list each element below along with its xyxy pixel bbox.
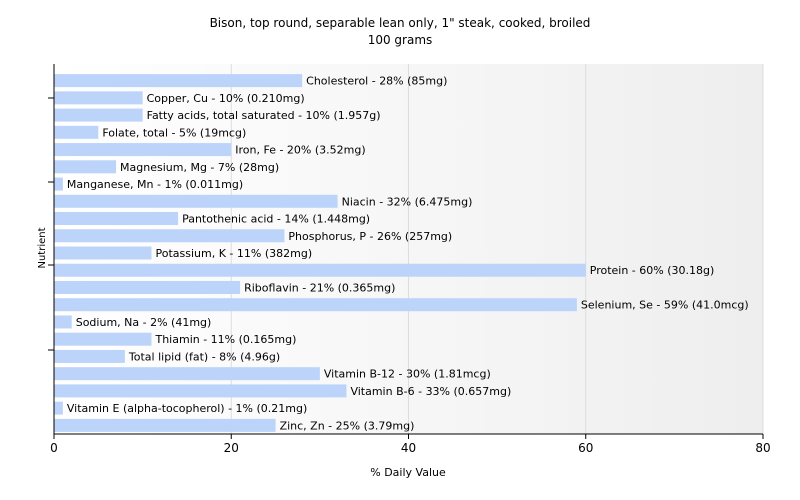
bar <box>54 263 586 277</box>
bar <box>54 160 117 174</box>
x-tick-label: 0 <box>50 441 58 455</box>
y-axis-label: Nutrient <box>37 227 48 268</box>
bar <box>54 332 152 346</box>
x-tick-label: 80 <box>755 441 770 455</box>
bar <box>54 401 63 415</box>
chart-subtitle: 100 grams <box>368 33 433 47</box>
bar <box>54 108 143 122</box>
bar <box>54 246 152 260</box>
bar-label: Thiamin - 11% (0.165mg) <box>154 333 296 346</box>
x-axis-label: % Daily Value <box>370 466 446 479</box>
bar <box>54 91 143 105</box>
bar-label: Selenium, Se - 59% (41.0mcg) <box>581 299 749 312</box>
bar <box>54 229 285 243</box>
bar-label: Phosphorus, P - 26% (257mg) <box>288 230 452 243</box>
bar-label: Copper, Cu - 10% (0.210mg) <box>147 92 305 105</box>
chart-title: Bison, top round, separable lean only, 1… <box>210 16 591 30</box>
bar-label: Total lipid (fat) - 8% (4.96g) <box>128 350 280 363</box>
bar-label: Folate, total - 5% (19mcg) <box>102 126 246 139</box>
bar-label: Fatty acids, total saturated - 10% (1.95… <box>147 109 381 122</box>
bar-label: Potassium, K - 11% (382mg) <box>155 247 312 260</box>
bar <box>54 74 303 88</box>
bar-label: Protein - 60% (30.18g) <box>590 264 715 277</box>
bar <box>54 418 276 432</box>
bars <box>54 74 586 432</box>
bar-label: Zinc, Zn - 25% (3.79mg) <box>280 419 415 432</box>
bar-label: Manganese, Mn - 1% (0.011mg) <box>67 178 243 191</box>
bar-labels: Cholesterol - 28% (85mg)Copper, Cu - 10%… <box>67 75 749 433</box>
bar-label: Cholesterol - 28% (85mg) <box>306 75 447 88</box>
bar-label: Magnesium, Mg - 7% (28mg) <box>120 161 279 174</box>
bar-label: Vitamin B-6 - 33% (0.657mg) <box>350 385 511 398</box>
bar <box>54 212 179 226</box>
bar-label: Vitamin B-12 - 30% (1.81mcg) <box>324 368 491 381</box>
x-tick-label: 40 <box>401 441 416 455</box>
bar <box>54 143 232 157</box>
bar <box>54 315 72 329</box>
bar <box>54 194 338 208</box>
bar-label: Sodium, Na - 2% (41mg) <box>76 316 212 329</box>
bar <box>54 177 63 191</box>
bar <box>54 367 320 381</box>
axes <box>48 64 764 439</box>
bar <box>54 384 347 398</box>
x-tick-label: 20 <box>224 441 239 455</box>
bar <box>54 298 577 312</box>
bar <box>54 349 125 363</box>
bar-label: Riboflavin - 21% (0.365mg) <box>244 281 395 294</box>
bar-label: Iron, Fe - 20% (3.52mg) <box>235 144 365 157</box>
bar-label: Niacin - 32% (6.475mg) <box>342 195 473 208</box>
bar <box>54 280 241 294</box>
bar-label: Vitamin E (alpha-tocopherol) - 1% (0.21m… <box>67 402 307 415</box>
bar-label: Pantothenic acid - 14% (1.448mg) <box>182 213 370 226</box>
bar <box>54 125 99 139</box>
x-tick-label: 60 <box>578 441 593 455</box>
x-tick-labels: 0 20 40 60 80 <box>50 441 770 455</box>
